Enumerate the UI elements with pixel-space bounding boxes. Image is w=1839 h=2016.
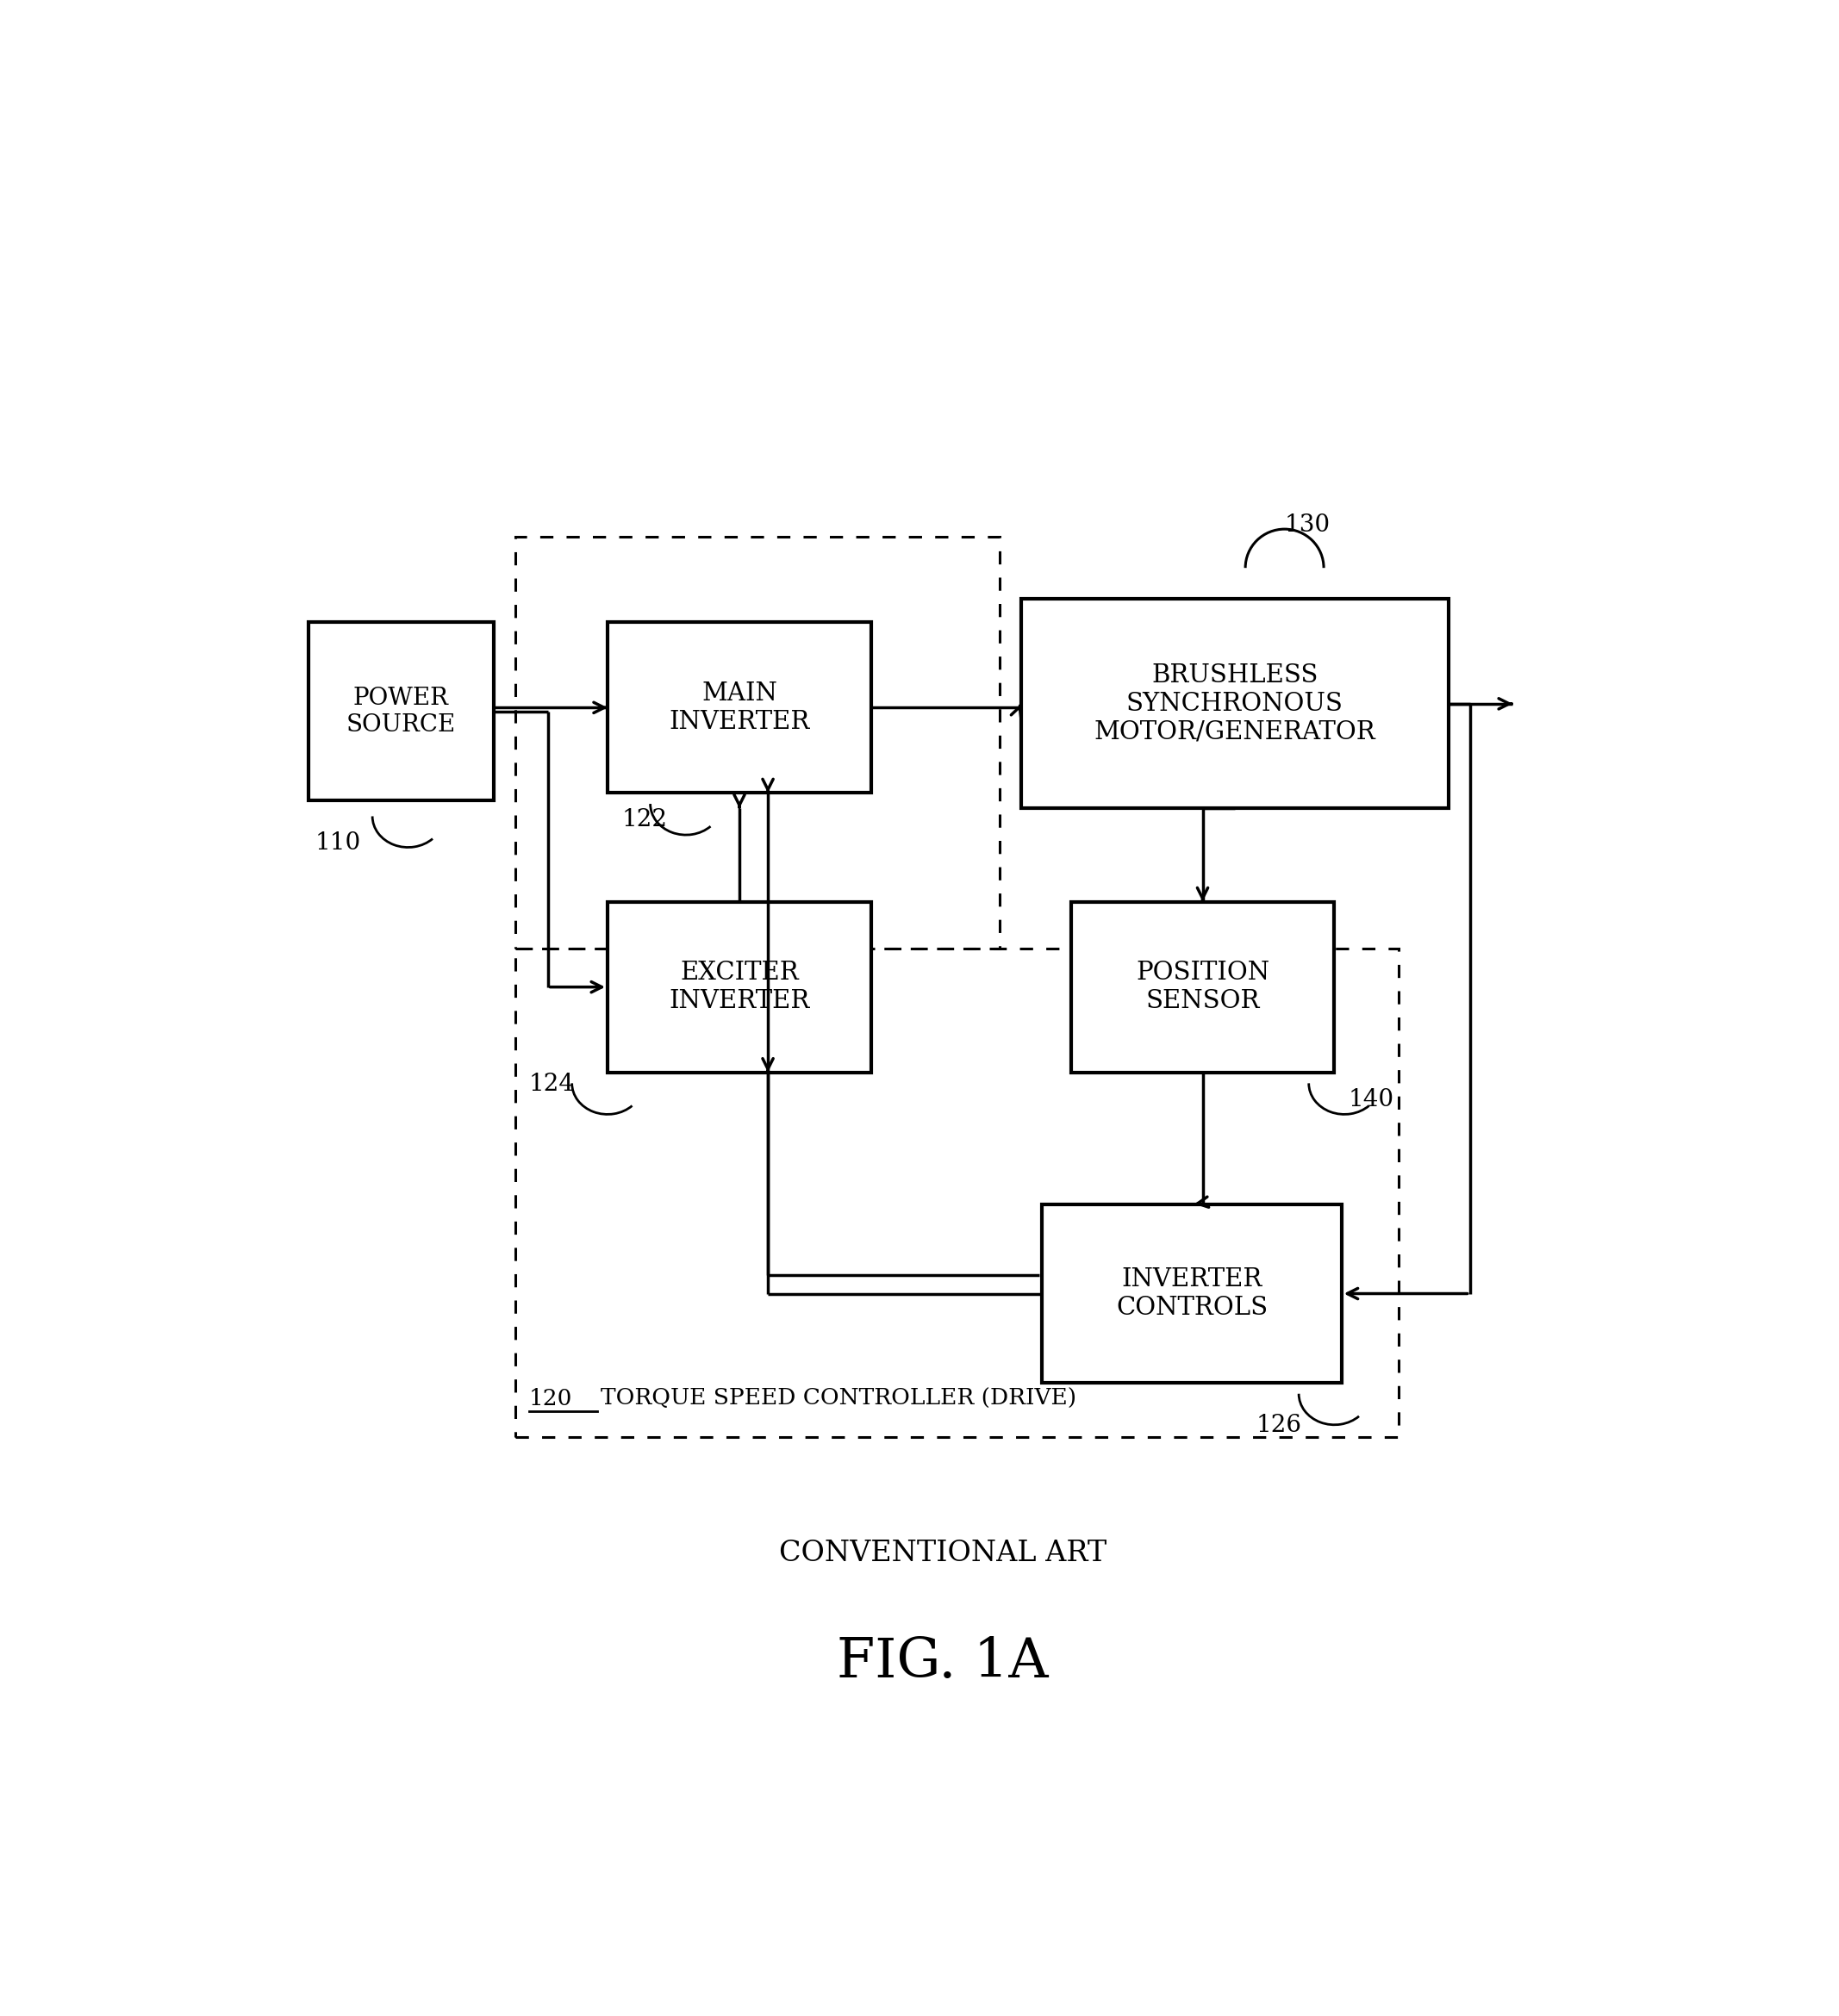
FancyBboxPatch shape (1043, 1204, 1342, 1383)
Text: CONVENTIONAL ART: CONVENTIONAL ART (778, 1540, 1107, 1566)
Text: POSITION
SENSOR: POSITION SENSOR (1137, 962, 1269, 1014)
Text: 120: 120 (530, 1387, 572, 1409)
FancyBboxPatch shape (309, 623, 493, 800)
Text: EXCITER
INVERTER: EXCITER INVERTER (669, 962, 809, 1014)
Text: 122: 122 (622, 808, 668, 833)
Text: FIG. 1A: FIG. 1A (837, 1635, 1048, 1689)
Text: 124: 124 (530, 1073, 576, 1095)
Text: 110: 110 (316, 833, 360, 855)
Text: 140: 140 (1348, 1089, 1394, 1111)
Text: POWER
SOURCE: POWER SOURCE (346, 685, 456, 736)
Text: BRUSHLESS
SYNCHRONOUS
MOTOR/GENERATOR: BRUSHLESS SYNCHRONOUS MOTOR/GENERATOR (1094, 663, 1376, 744)
Text: 130: 130 (1285, 514, 1330, 536)
FancyBboxPatch shape (607, 901, 872, 1073)
Text: MAIN
INVERTER: MAIN INVERTER (669, 681, 809, 734)
FancyBboxPatch shape (1021, 599, 1449, 808)
FancyBboxPatch shape (1070, 901, 1335, 1073)
Text: TORQUE SPEED CONTROLLER (DRIVE): TORQUE SPEED CONTROLLER (DRIVE) (600, 1387, 1076, 1409)
Text: INVERTER
CONTROLS: INVERTER CONTROLS (1116, 1268, 1267, 1320)
FancyBboxPatch shape (607, 623, 872, 792)
Text: 126: 126 (1256, 1413, 1302, 1437)
